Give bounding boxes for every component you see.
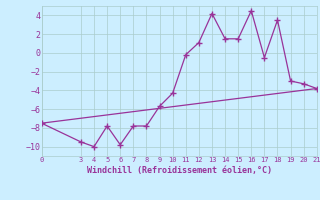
X-axis label: Windchill (Refroidissement éolien,°C): Windchill (Refroidissement éolien,°C) [87, 166, 272, 175]
